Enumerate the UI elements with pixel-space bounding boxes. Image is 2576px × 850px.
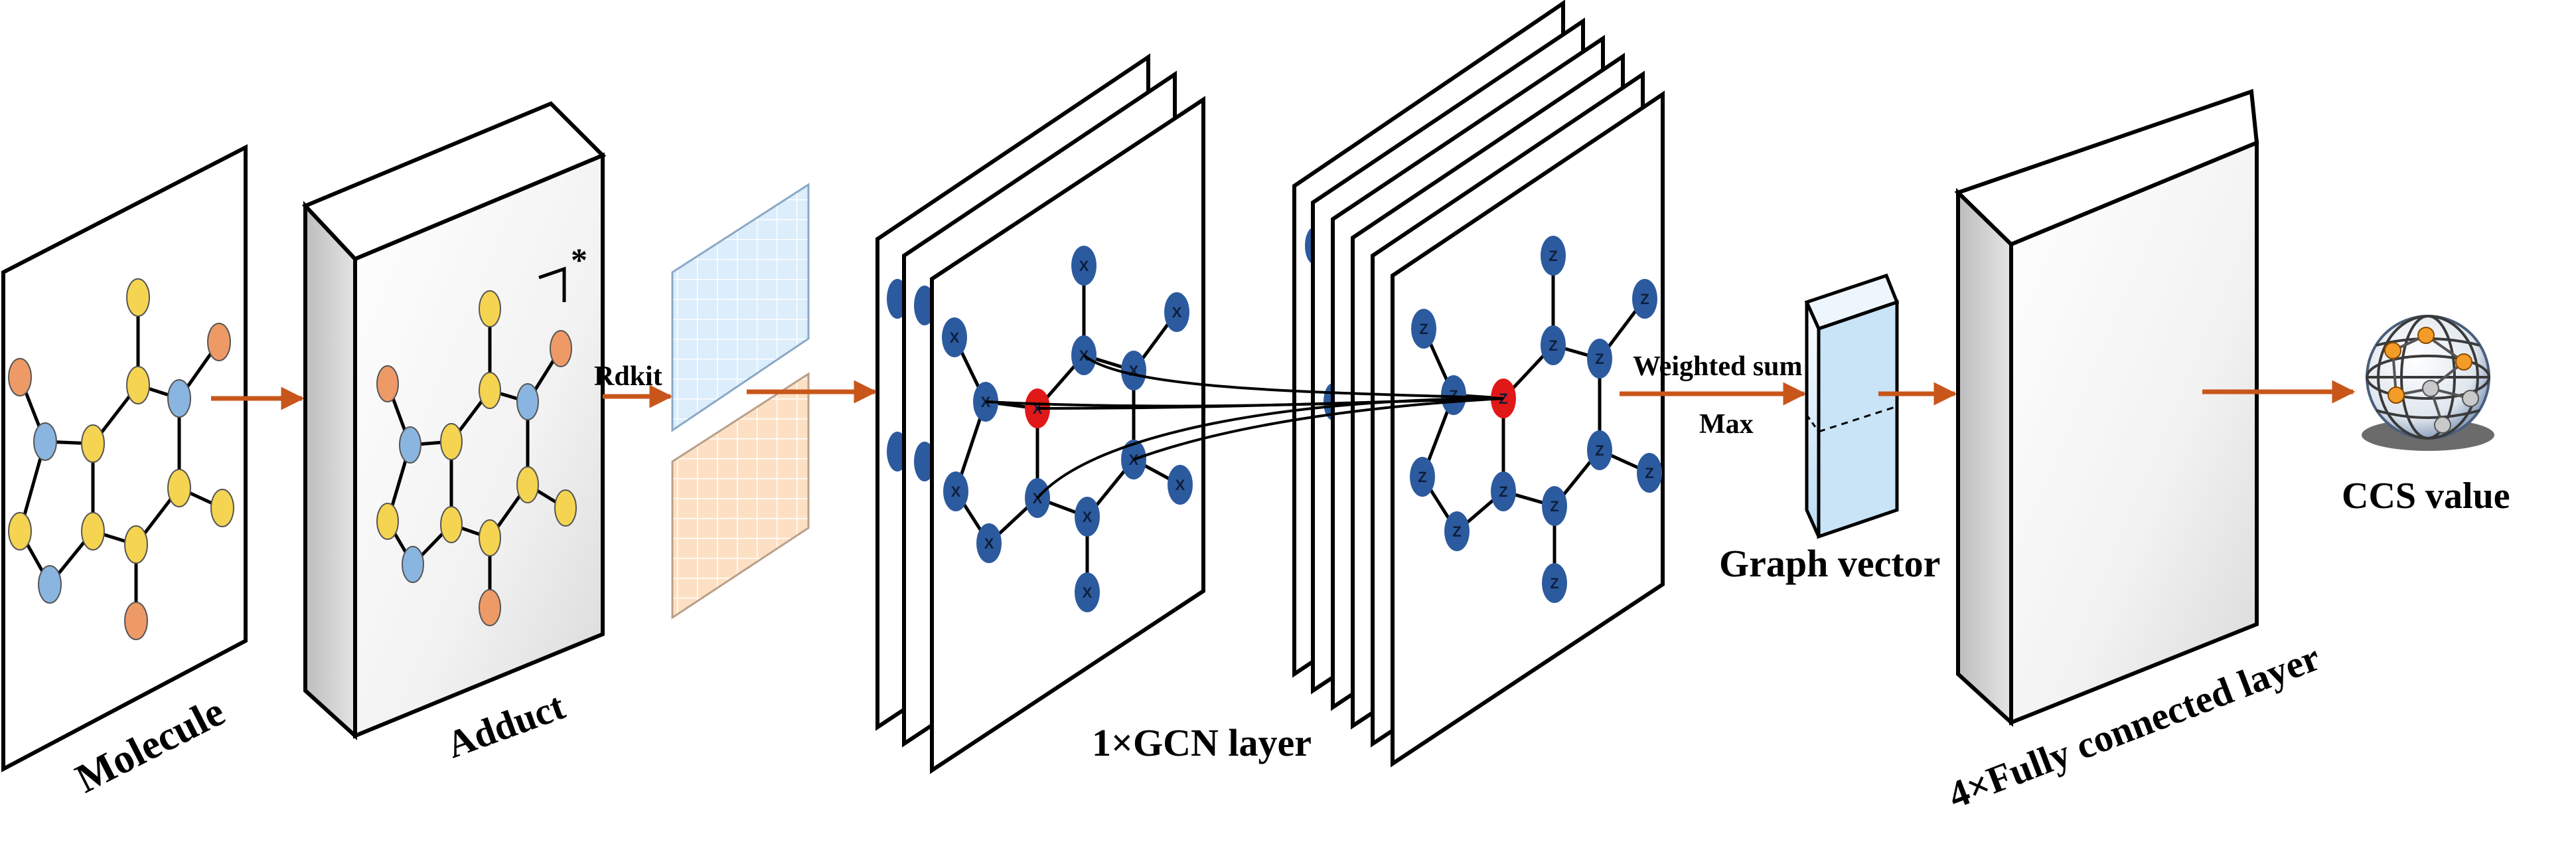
- gcn-label: 1×GCN layer: [1092, 721, 1312, 764]
- z-node-label: Z: [1550, 498, 1558, 515]
- feature-matrices: [671, 183, 810, 620]
- x-node-label: X: [984, 535, 994, 552]
- fully-connected-box: [1954, 88, 2259, 727]
- gcn-output-nodes: [1410, 236, 1662, 603]
- x-node-label: X: [1172, 304, 1182, 321]
- adjacency-matrix: [671, 372, 810, 620]
- x-node-label: X: [951, 483, 961, 500]
- molecule-atoms: [8, 278, 234, 640]
- z-node-label: Z: [1549, 248, 1557, 264]
- charge-bracket: [538, 266, 566, 302]
- x-node-label: X: [1079, 258, 1089, 274]
- x-node-label: X: [1175, 477, 1185, 493]
- graph-vector: [1804, 273, 1900, 539]
- z-node-label: Z: [1550, 575, 1558, 592]
- gcn-input-nodes: [942, 246, 1193, 612]
- adduct-atoms: [376, 290, 577, 626]
- aggregation-lines: [985, 354, 1504, 499]
- graph-vector-label: Graph vector: [1719, 542, 1940, 585]
- adduct-box: * Adduct: [301, 101, 607, 766]
- x-node-label: X: [1129, 452, 1139, 468]
- weighted-sum-label: Weighted sum: [1633, 351, 1803, 382]
- gcn-output-stack: Z Z Z Z Z Z Z Z Z Z Z Z Z Z: [1292, 0, 1665, 768]
- x-node-label: X: [950, 329, 960, 346]
- z-node-label: Z: [1452, 523, 1461, 540]
- x-node-label: X: [1083, 509, 1093, 525]
- max-label: Max: [1699, 409, 1754, 440]
- charge-symbol: *: [571, 241, 587, 278]
- x-node-label: X: [1083, 584, 1093, 601]
- globe-network-icon: [2362, 315, 2494, 451]
- x-node-label: X: [1129, 363, 1139, 379]
- gcn-input-stack: X X X X X X X X X X X X X X: [875, 53, 1205, 774]
- adduct-label: Adduct: [441, 684, 571, 766]
- ccs-value-label: CCS value: [2342, 475, 2510, 517]
- z-node-label: Z: [1645, 465, 1653, 481]
- z-node-label: Z: [1499, 483, 1507, 500]
- z-node-label: Z: [1418, 469, 1426, 485]
- z-node-label: Z: [1549, 337, 1557, 354]
- molecule-panel: Molecule: [1, 144, 248, 802]
- node-feature-matrix: [671, 183, 810, 432]
- z-node-label: Z: [1640, 291, 1649, 307]
- z-node-label: Z: [1595, 351, 1604, 367]
- z-node-label: Z: [1419, 321, 1428, 337]
- z-node-label: Z: [1595, 442, 1604, 459]
- rdkit-label: Rdkit: [594, 361, 662, 392]
